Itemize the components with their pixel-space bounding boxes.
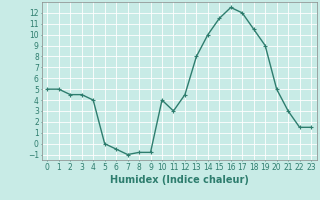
X-axis label: Humidex (Indice chaleur): Humidex (Indice chaleur): [110, 175, 249, 185]
